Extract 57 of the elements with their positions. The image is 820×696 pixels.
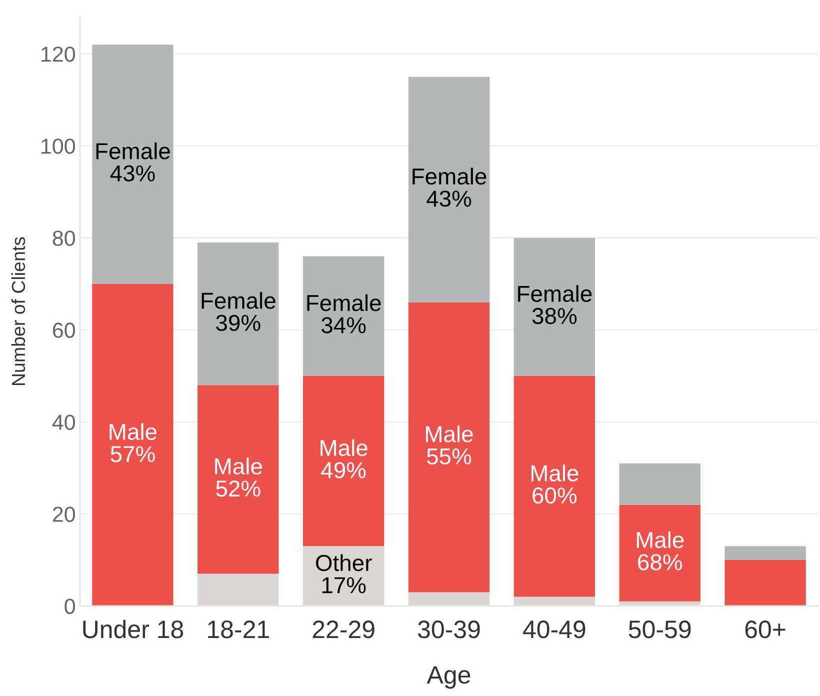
x-tick-label: 30-39 — [418, 620, 480, 638]
annotation: 52% — [216, 480, 260, 497]
bar — [92, 44, 174, 284]
annotation: 34% — [322, 317, 366, 334]
bar — [198, 385, 279, 574]
y-tick-label: 80 — [52, 230, 75, 246]
y-tick-label: 60 — [52, 322, 75, 338]
annotation: 43% — [426, 190, 472, 207]
text: Male — [110, 423, 157, 440]
series-label: Other — [316, 554, 372, 572]
bar — [408, 302, 490, 592]
y-tick-label: 120 — [42, 46, 75, 62]
text: Female — [412, 168, 486, 185]
bar — [619, 463, 700, 505]
x-tick-label: 50-59 — [628, 620, 691, 638]
bar — [619, 504, 700, 602]
text: Male — [531, 464, 578, 482]
text: Female — [202, 292, 276, 309]
annotation: 55% — [426, 448, 472, 464]
bar — [514, 596, 596, 606]
bar — [198, 242, 279, 386]
y-tick-label: 40 — [52, 414, 75, 430]
y-tick-label: 0 — [64, 598, 75, 614]
text: Male — [636, 531, 684, 548]
text: Female — [96, 142, 170, 160]
y-tick-label: 20 — [52, 506, 75, 522]
bar — [514, 238, 596, 376]
x-axis-title: Age — [426, 666, 470, 689]
bar — [302, 256, 384, 376]
text: Male — [320, 439, 368, 456]
x-tick-label: 18-21 — [208, 620, 269, 638]
bar — [302, 376, 384, 546]
annotation: 38% — [532, 308, 577, 324]
bar — [724, 546, 806, 560]
bar — [724, 560, 806, 606]
series-label: Male — [426, 425, 473, 442]
series-label: Female — [307, 294, 381, 312]
bar — [514, 376, 596, 597]
x-tick-label: 22-29 — [312, 620, 374, 638]
x-tick-label: Under 18 — [83, 620, 184, 638]
annotation: 17% — [322, 577, 366, 594]
y-axis-title: Number of Clients — [11, 237, 26, 385]
bar — [92, 284, 174, 606]
bar — [408, 592, 490, 606]
x-tick-label: 60+ — [745, 620, 786, 638]
bar — [408, 76, 490, 302]
text: Male — [215, 458, 262, 475]
bar — [198, 574, 279, 606]
x-tick-label: 40-49 — [523, 620, 586, 638]
annotation: 49% — [321, 462, 366, 478]
annotation: 43% — [110, 165, 155, 182]
annotation: 68% — [638, 554, 682, 570]
annotation: 57% — [110, 446, 155, 462]
annotation: 39% — [216, 314, 260, 332]
text: Female — [518, 285, 592, 302]
annotation: 60% — [532, 487, 577, 504]
y-tick-label: 100 — [42, 138, 75, 154]
